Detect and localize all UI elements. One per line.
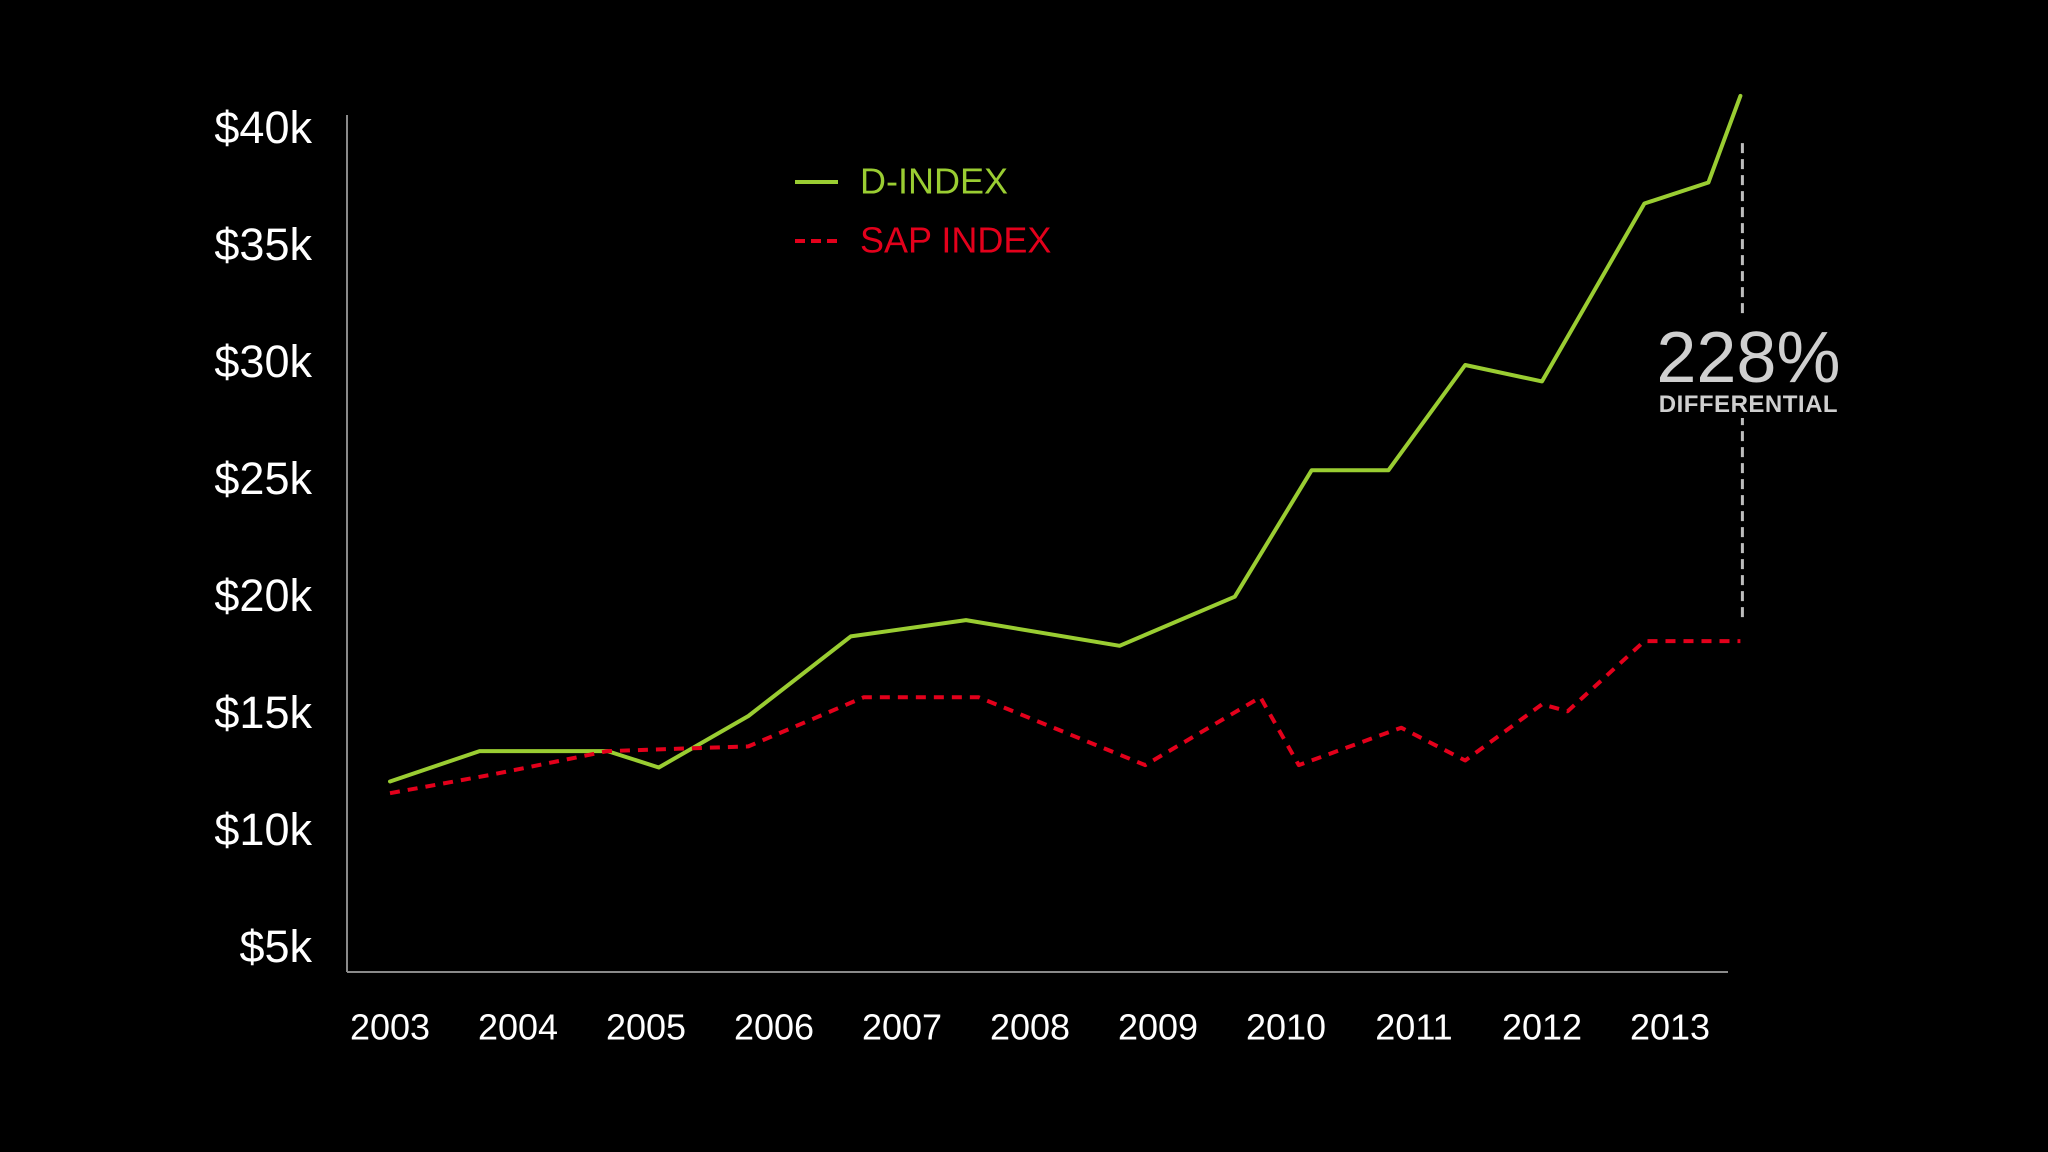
y-tick-label: $40k (214, 102, 312, 153)
differential-label: DIFFERENTIAL (1659, 391, 1838, 418)
y-tick-label: $10k (214, 804, 312, 855)
x-tick-label: 2006 (734, 1007, 814, 1048)
differential-label-background (1652, 318, 1833, 418)
y-tick-label: $35k (214, 219, 312, 270)
x-tick-label: 2009 (1118, 1007, 1198, 1048)
x-tick-label: 2007 (862, 1007, 942, 1048)
x-tick-label: 2008 (990, 1007, 1070, 1048)
differential-annotation: 228%DIFFERENTIAL (1652, 140, 1840, 618)
y-tick-label: $30k (214, 336, 312, 387)
x-tick-label: 2012 (1502, 1007, 1582, 1048)
y-tick-label: $15k (214, 687, 312, 738)
y-tick-label: $5k (239, 921, 312, 972)
x-tick-label: 2011 (1375, 1007, 1452, 1048)
y-tick-labels: $5k $10k $15k $20k $25k $30k $35k $40k (214, 102, 312, 972)
legend: D-INDEX SAP INDEX (795, 161, 1051, 261)
x-tick-label: 2004 (478, 1007, 558, 1048)
differential-value: 228% (1656, 318, 1840, 398)
y-tick-label: $25k (214, 453, 312, 504)
series-line-sap-index (389, 639, 1741, 796)
legend-label: D-INDEX (860, 161, 1008, 202)
series-line-d-index (388, 93, 1743, 784)
x-tick-label: 2003 (350, 1007, 430, 1048)
series-lines (388, 93, 1743, 796)
x-tick-label: 2013 (1630, 1007, 1710, 1048)
y-tick-label: $20k (214, 570, 312, 621)
legend-label: SAP INDEX (860, 220, 1051, 261)
axes (346, 115, 1728, 973)
x-tick-labels: 2003 2004 2005 2006 2007 2008 2009 2010 2011 2012… (350, 1007, 1710, 1048)
x-tick-label: 2005 (606, 1007, 686, 1048)
x-tick-label: 2010 (1246, 1007, 1326, 1048)
